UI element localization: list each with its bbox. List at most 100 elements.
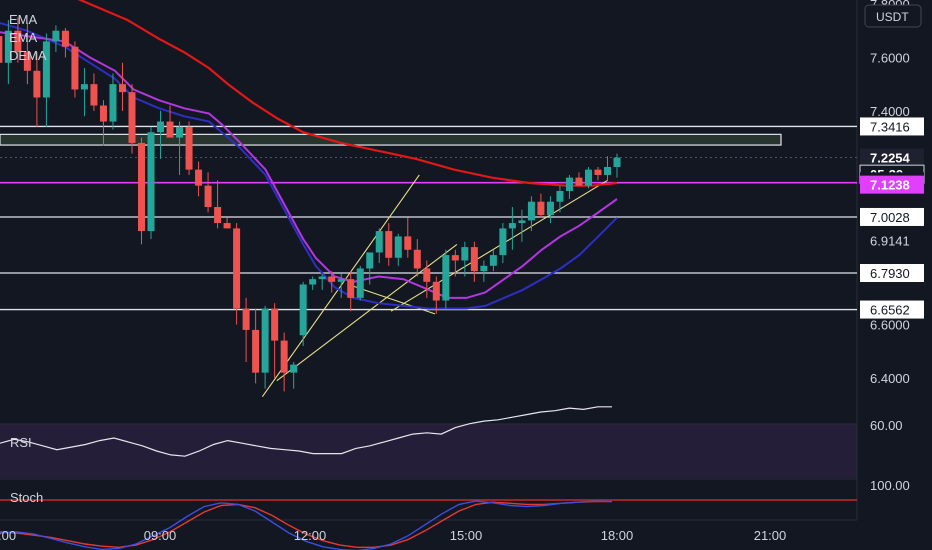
ema-magenta-line <box>0 31 618 299</box>
zone-rectangle <box>0 133 782 146</box>
time-tick-label: 18:00 <box>601 528 634 543</box>
candle-body <box>584 169 592 186</box>
legend-ema-2: EMA <box>9 30 38 45</box>
candle-body <box>337 279 345 282</box>
candle-body <box>33 70 41 98</box>
currency-label: USDT <box>876 10 909 24</box>
candle-body <box>147 132 155 232</box>
price-axis: 7.80007.60007.40006.60006.40007.34167.22… <box>859 0 925 386</box>
candle-body <box>537 201 545 216</box>
candle-body <box>461 247 469 261</box>
price-label: 7.2254 <box>870 150 911 165</box>
price-label: 7.3416 <box>870 119 910 134</box>
candle-body <box>603 166 611 175</box>
stoch-tick-label: 100.00 <box>870 478 910 493</box>
candle-body <box>413 249 421 269</box>
price-label: 6.7930 <box>870 266 910 281</box>
price-label-box <box>860 231 924 250</box>
candle-body <box>99 105 107 122</box>
candle-body <box>223 223 231 229</box>
candle-body <box>14 30 22 53</box>
candle-body <box>347 279 355 298</box>
price-tick-label: 7.6000 <box>870 50 910 65</box>
candle-body <box>489 255 497 266</box>
candle-body <box>309 279 317 285</box>
candle-body <box>518 220 526 224</box>
candle-body <box>4 30 12 63</box>
candle-body <box>451 255 459 261</box>
candle-body <box>42 41 50 98</box>
candle-body <box>290 364 298 373</box>
main-pane <box>0 0 857 398</box>
candle-body <box>80 84 88 90</box>
candle-body <box>366 252 374 269</box>
candle-body <box>252 329 260 373</box>
candle-body <box>613 157 621 167</box>
time-tick-label: :00 <box>0 528 16 543</box>
candle-body <box>556 190 564 202</box>
candle-body <box>214 207 222 224</box>
candle-body <box>185 126 193 170</box>
time-tick-label: 21:00 <box>754 528 787 543</box>
candle-body <box>271 308 279 341</box>
candle-body <box>157 121 165 133</box>
rsi-line <box>0 406 612 457</box>
price-tick-label: 7.4000 <box>870 104 910 119</box>
candle-body <box>90 84 98 106</box>
candle-body <box>356 268 364 298</box>
candle-body <box>128 92 136 143</box>
candle-body <box>508 223 516 229</box>
candle-body <box>432 281 440 301</box>
candle-body <box>480 265 488 272</box>
candle-body <box>375 231 383 253</box>
candle-body <box>118 84 126 93</box>
rsi-tick-label: 60.00 <box>870 418 903 433</box>
candle-body <box>261 308 269 373</box>
price-label-box <box>860 264 924 283</box>
legend-ema-1: EMA <box>9 12 38 27</box>
rsi-pane: 60.00 <box>0 406 903 457</box>
price-label: 7.0028 <box>870 210 910 225</box>
candle-body <box>527 201 535 221</box>
candle-body <box>138 142 145 232</box>
candle-body <box>23 52 31 71</box>
price-tick-label: 6.4000 <box>870 371 910 386</box>
time-tick-label: 15:00 <box>450 528 483 543</box>
price-tick-label: 6.6000 <box>870 318 910 333</box>
candle-body <box>233 228 241 309</box>
candle-body <box>546 201 554 216</box>
rsi-title: RSI <box>10 435 32 450</box>
candle-body <box>242 308 250 330</box>
stoch-title: Stoch <box>10 490 43 505</box>
ema-red-line <box>77 0 618 187</box>
currency-box <box>864 4 922 28</box>
time-tick-label: 09:00 <box>144 528 177 543</box>
time-axis: :00 09:00 12:00 15:00 18:00 21:00 <box>0 528 786 543</box>
legend: EMA EMA DEMA <box>9 12 47 63</box>
candle-body <box>442 255 450 301</box>
candle-body <box>195 169 203 186</box>
price-label: 6.9141 <box>870 234 910 249</box>
price-label-box <box>860 175 924 194</box>
candle-body <box>594 169 602 175</box>
candle-body <box>394 236 402 258</box>
price-label-box <box>860 300 924 319</box>
candle-body <box>499 228 507 256</box>
price-label: 6.6562 <box>870 303 910 318</box>
stoch-d-line <box>0 500 612 549</box>
candle-body <box>0 36 3 63</box>
candle-body <box>318 276 326 280</box>
candle-body <box>470 247 478 272</box>
candle-body <box>109 84 117 122</box>
candle-body <box>71 46 79 90</box>
candle-body <box>565 177 573 191</box>
time-tick-label: 12:00 <box>294 528 327 543</box>
candle-body <box>328 276 336 282</box>
candle-body <box>299 284 307 336</box>
candle-body <box>52 30 60 42</box>
candle-body <box>575 177 583 186</box>
candle-body <box>404 236 412 250</box>
rsi-band <box>0 424 857 478</box>
candle-body <box>423 268 431 282</box>
